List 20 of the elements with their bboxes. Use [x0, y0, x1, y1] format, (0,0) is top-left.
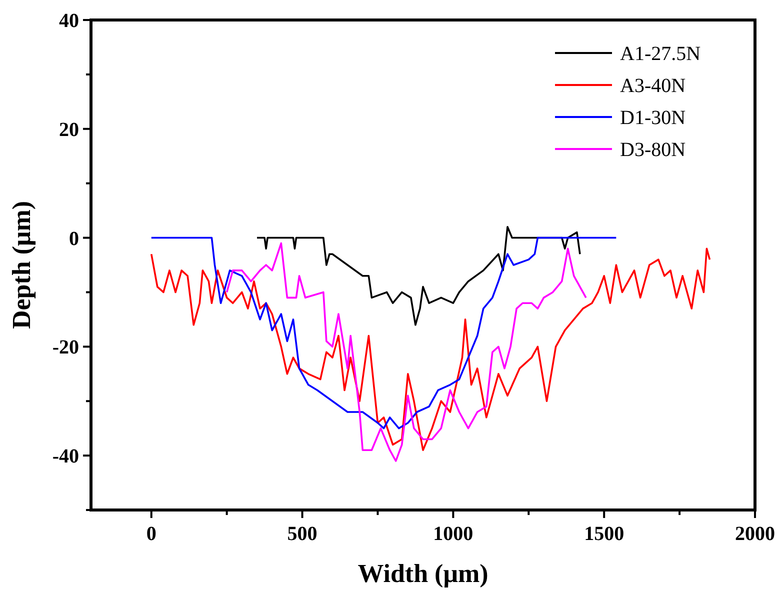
line-series	[150, 236, 618, 430]
y-tick-label: -40	[52, 446, 79, 468]
y-tick-label: 20	[59, 118, 79, 141]
line-series	[256, 226, 581, 326]
x-tick-label: 0	[146, 523, 156, 545]
x-tick-label: 1000	[433, 523, 474, 545]
legend-label: D3-80N	[620, 139, 686, 161]
line-series	[150, 248, 711, 452]
y-tick-label: 40	[59, 10, 79, 32]
x-axis-title: Width (μm)	[358, 559, 488, 588]
line-series	[226, 242, 587, 462]
x-tick-label: 500	[287, 523, 318, 545]
legend-label: A1-27.5N	[620, 43, 701, 65]
y-axis-title: Depth (μm)	[7, 200, 36, 330]
x-tick-label: 2000	[735, 523, 775, 545]
legend-label: D1-30N	[620, 107, 686, 129]
legend-label: A3-40N	[620, 75, 686, 97]
x-tick-label: 1500	[584, 523, 624, 545]
y-tick-label: -20	[52, 336, 79, 359]
y-tick-label: 0	[69, 228, 79, 250]
